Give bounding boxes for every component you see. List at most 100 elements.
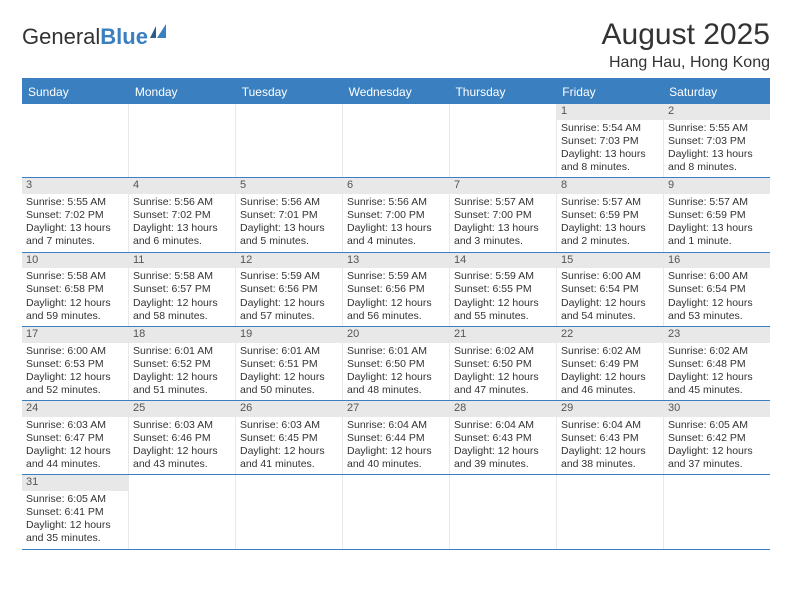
empty-cell xyxy=(129,475,236,548)
sunrise-text: Sunrise: 5:59 AM xyxy=(347,270,445,283)
sunrise-text: Sunrise: 5:56 AM xyxy=(347,196,445,209)
day-cell: 11Sunrise: 5:58 AMSunset: 6:57 PMDayligh… xyxy=(129,253,236,326)
sunrise-text: Sunrise: 6:00 AM xyxy=(561,270,659,283)
sunrise-text: Sunrise: 5:55 AM xyxy=(26,196,124,209)
daylight-text: Daylight: 12 hours and 45 minutes. xyxy=(668,371,766,397)
day-number: 24 xyxy=(22,401,128,417)
day-number: 3 xyxy=(22,178,128,194)
day-cell: 30Sunrise: 6:05 AMSunset: 6:42 PMDayligh… xyxy=(664,401,770,474)
sunset-text: Sunset: 6:43 PM xyxy=(561,432,659,445)
sunset-text: Sunset: 6:54 PM xyxy=(561,283,659,296)
sunrise-text: Sunrise: 6:03 AM xyxy=(26,419,124,432)
day-number: 28 xyxy=(450,401,556,417)
day-cell: 25Sunrise: 6:03 AMSunset: 6:46 PMDayligh… xyxy=(129,401,236,474)
empty-cell xyxy=(450,475,557,548)
day-cell: 2Sunrise: 5:55 AMSunset: 7:03 PMDaylight… xyxy=(664,104,770,177)
day-number: 13 xyxy=(343,253,449,269)
sunset-text: Sunset: 6:45 PM xyxy=(240,432,338,445)
sunset-text: Sunset: 6:54 PM xyxy=(668,283,766,296)
sunset-text: Sunset: 7:02 PM xyxy=(26,209,124,222)
day-number: 17 xyxy=(22,327,128,343)
sunrise-text: Sunrise: 6:02 AM xyxy=(668,345,766,358)
day-cell: 21Sunrise: 6:02 AMSunset: 6:50 PMDayligh… xyxy=(450,327,557,400)
weekday-header: Thursday xyxy=(449,80,556,104)
sunset-text: Sunset: 6:42 PM xyxy=(668,432,766,445)
sunset-text: Sunset: 6:49 PM xyxy=(561,358,659,371)
sunrise-text: Sunrise: 5:58 AM xyxy=(26,270,124,283)
daylight-text: Daylight: 13 hours and 1 minute. xyxy=(668,222,766,248)
empty-cell xyxy=(557,475,664,548)
sunrise-text: Sunrise: 5:56 AM xyxy=(133,196,231,209)
sunset-text: Sunset: 6:56 PM xyxy=(240,283,338,296)
daylight-text: Daylight: 12 hours and 59 minutes. xyxy=(26,297,124,323)
logo: GeneralBlue xyxy=(22,24,172,50)
sunset-text: Sunset: 6:48 PM xyxy=(668,358,766,371)
day-number: 18 xyxy=(129,327,235,343)
daylight-text: Daylight: 12 hours and 55 minutes. xyxy=(454,297,552,323)
day-number: 4 xyxy=(129,178,235,194)
day-number: 10 xyxy=(22,253,128,269)
sunset-text: Sunset: 7:03 PM xyxy=(668,135,766,148)
day-number: 9 xyxy=(664,178,770,194)
sunset-text: Sunset: 6:55 PM xyxy=(454,283,552,296)
sunset-text: Sunset: 6:50 PM xyxy=(347,358,445,371)
daylight-text: Daylight: 12 hours and 58 minutes. xyxy=(133,297,231,323)
day-cell: 22Sunrise: 6:02 AMSunset: 6:49 PMDayligh… xyxy=(557,327,664,400)
sunset-text: Sunset: 6:59 PM xyxy=(668,209,766,222)
day-number: 31 xyxy=(22,475,128,491)
sunrise-text: Sunrise: 6:05 AM xyxy=(668,419,766,432)
flag-icon xyxy=(150,24,172,40)
sunrise-text: Sunrise: 6:04 AM xyxy=(347,419,445,432)
daylight-text: Daylight: 12 hours and 35 minutes. xyxy=(26,519,124,545)
calendar: SundayMondayTuesdayWednesdayThursdayFrid… xyxy=(22,78,770,550)
day-cell: 18Sunrise: 6:01 AMSunset: 6:52 PMDayligh… xyxy=(129,327,236,400)
sunset-text: Sunset: 6:43 PM xyxy=(454,432,552,445)
daylight-text: Daylight: 12 hours and 53 minutes. xyxy=(668,297,766,323)
sunrise-text: Sunrise: 6:01 AM xyxy=(240,345,338,358)
day-number: 29 xyxy=(557,401,663,417)
sunset-text: Sunset: 6:56 PM xyxy=(347,283,445,296)
week-row: 10Sunrise: 5:58 AMSunset: 6:58 PMDayligh… xyxy=(22,253,770,327)
day-number: 27 xyxy=(343,401,449,417)
sunrise-text: Sunrise: 5:56 AM xyxy=(240,196,338,209)
sunrise-text: Sunrise: 6:00 AM xyxy=(668,270,766,283)
week-row: 31Sunrise: 6:05 AMSunset: 6:41 PMDayligh… xyxy=(22,475,770,549)
sunrise-text: Sunrise: 6:05 AM xyxy=(26,493,124,506)
day-cell: 7Sunrise: 5:57 AMSunset: 7:00 PMDaylight… xyxy=(450,178,557,251)
sunset-text: Sunset: 6:50 PM xyxy=(454,358,552,371)
sunset-text: Sunset: 7:01 PM xyxy=(240,209,338,222)
day-cell: 28Sunrise: 6:04 AMSunset: 6:43 PMDayligh… xyxy=(450,401,557,474)
daylight-text: Daylight: 13 hours and 4 minutes. xyxy=(347,222,445,248)
day-cell: 3 Sunrise: 5:55 AMSunset: 7:02 PMDaylight… xyxy=(22,178,129,251)
daylight-text: Daylight: 13 hours and 7 minutes. xyxy=(26,222,124,248)
sunrise-text: Sunrise: 6:02 AM xyxy=(561,345,659,358)
sunset-text: Sunset: 7:02 PM xyxy=(133,209,231,222)
day-cell: 19Sunrise: 6:01 AMSunset: 6:51 PMDayligh… xyxy=(236,327,343,400)
daylight-text: Daylight: 13 hours and 2 minutes. xyxy=(561,222,659,248)
daylight-text: Daylight: 13 hours and 8 minutes. xyxy=(668,148,766,174)
weeks-container: 1Sunrise: 5:54 AMSunset: 7:03 PMDaylight… xyxy=(22,104,770,550)
daylight-text: Daylight: 12 hours and 43 minutes. xyxy=(133,445,231,471)
day-number: 22 xyxy=(557,327,663,343)
day-number: 6 xyxy=(343,178,449,194)
day-number: 19 xyxy=(236,327,342,343)
day-number: 26 xyxy=(236,401,342,417)
day-cell: 24Sunrise: 6:03 AMSunset: 6:47 PMDayligh… xyxy=(22,401,129,474)
sunset-text: Sunset: 6:59 PM xyxy=(561,209,659,222)
sunrise-text: Sunrise: 6:04 AM xyxy=(454,419,552,432)
daylight-text: Daylight: 12 hours and 41 minutes. xyxy=(240,445,338,471)
empty-cell xyxy=(664,475,770,548)
day-number: 15 xyxy=(557,253,663,269)
sunrise-text: Sunrise: 5:57 AM xyxy=(668,196,766,209)
day-cell: 16Sunrise: 6:00 AMSunset: 6:54 PMDayligh… xyxy=(664,253,770,326)
day-number: 11 xyxy=(129,253,235,269)
sunrise-text: Sunrise: 6:04 AM xyxy=(561,419,659,432)
day-number: 1 xyxy=(557,104,663,120)
sunset-text: Sunset: 6:57 PM xyxy=(133,283,231,296)
weekday-header: Friday xyxy=(556,80,663,104)
day-cell: 15Sunrise: 6:00 AMSunset: 6:54 PMDayligh… xyxy=(557,253,664,326)
month-title: August 2025 xyxy=(602,18,770,52)
day-cell: 6Sunrise: 5:56 AMSunset: 7:00 PMDaylight… xyxy=(343,178,450,251)
sunrise-text: Sunrise: 5:54 AM xyxy=(561,122,659,135)
week-row: 24Sunrise: 6:03 AMSunset: 6:47 PMDayligh… xyxy=(22,401,770,475)
